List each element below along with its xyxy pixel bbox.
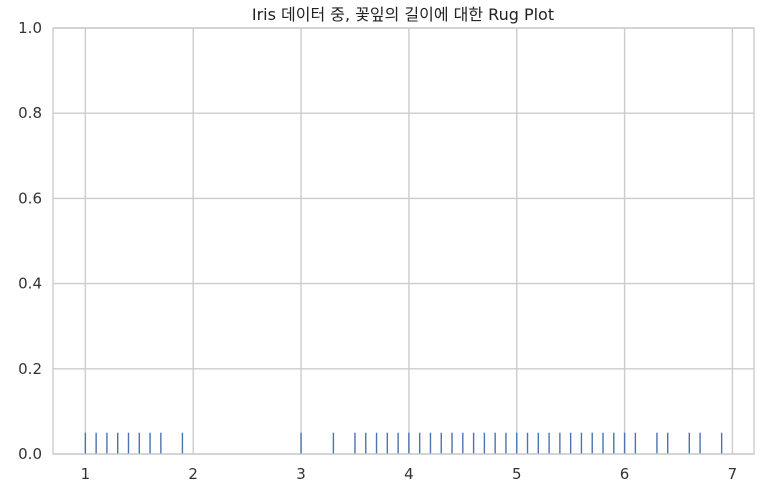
x-tick-label: 2: [188, 465, 198, 483]
y-tick-label: 0.2: [18, 360, 42, 378]
x-tick-label: 5: [512, 465, 522, 483]
x-tick-label: 6: [620, 465, 630, 483]
x-tick-label: 4: [404, 465, 414, 483]
y-tick-label: 0.8: [18, 104, 42, 122]
y-tick-label: 1.0: [18, 19, 42, 37]
x-tick-label: 1: [81, 465, 91, 483]
y-tick-label: 0.4: [18, 275, 42, 293]
y-tick-label: 0.0: [18, 445, 42, 463]
y-tick-label: 0.6: [18, 189, 42, 207]
x-tick-label: 7: [728, 465, 738, 483]
plot-frame: [52, 27, 755, 455]
chart-title: Iris 데이터 중, 꽃잎의 길이에 대한 Rug Plot: [252, 5, 554, 24]
x-tick-label: 3: [296, 465, 306, 483]
